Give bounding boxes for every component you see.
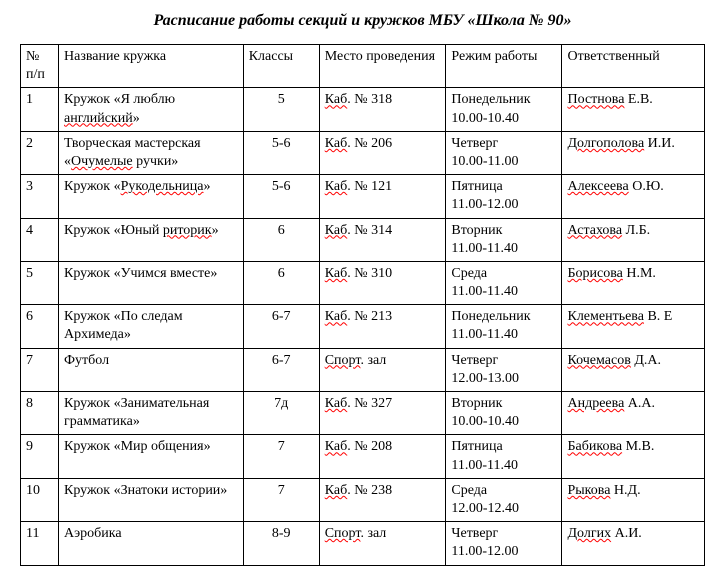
cell-classes: 6 — [243, 218, 319, 261]
cell-num: 8 — [21, 392, 59, 435]
cell-place: Каб. № 213 — [319, 305, 446, 348]
cell-place: Каб. № 238 — [319, 478, 446, 521]
cell-responsible: Клементьева В. Е — [562, 305, 705, 348]
cell-responsible: Борисова Н.М. — [562, 261, 705, 304]
cell-classes: 5-6 — [243, 131, 319, 174]
page-title: Расписание работы секций и кружков МБУ «… — [20, 12, 705, 30]
cell-schedule: Четверг12.00-13.00 — [446, 348, 562, 391]
cell-place: Каб. № 208 — [319, 435, 446, 478]
cell-responsible: Алексеева О.Ю. — [562, 175, 705, 218]
table-row: 9Кружок «Мир общения»7Каб. № 208Пятница1… — [21, 435, 705, 478]
cell-place: Каб. № 314 — [319, 218, 446, 261]
header-schedule: Режим работы — [446, 45, 562, 88]
cell-schedule: Вторник10.00-10.40 — [446, 392, 562, 435]
cell-place: Каб. № 318 — [319, 88, 446, 131]
cell-num: 2 — [21, 131, 59, 174]
cell-responsible: Рыкова Н.Д. — [562, 478, 705, 521]
table-row: 5Кружок «Учимся вместе»6Каб. № 310Среда1… — [21, 261, 705, 304]
cell-responsible: Астахова Л.Б. — [562, 218, 705, 261]
cell-num: 7 — [21, 348, 59, 391]
cell-schedule: Понедельник10.00-10.40 — [446, 88, 562, 131]
cell-schedule: Среда12.00-12.40 — [446, 478, 562, 521]
cell-num: 9 — [21, 435, 59, 478]
cell-schedule: Вторник11.00-11.40 — [446, 218, 562, 261]
cell-schedule: Пятница11.00-12.00 — [446, 175, 562, 218]
cell-name: Кружок «Юный риторик» — [59, 218, 244, 261]
cell-name: Аэробика — [59, 522, 244, 565]
cell-place: Каб. № 327 — [319, 392, 446, 435]
cell-responsible: Бабикова М.В. — [562, 435, 705, 478]
table-row: 7Футбол6-7Спорт. залЧетверг12.00-13.00Ко… — [21, 348, 705, 391]
header-row: № п/п Название кружка Классы Место прове… — [21, 45, 705, 88]
cell-responsible: Долгих А.И. — [562, 522, 705, 565]
cell-name: Кружок «Знатоки истории» — [59, 478, 244, 521]
cell-num: 10 — [21, 478, 59, 521]
table-row: 3Кружок «Рукодельница»5-6Каб. № 121Пятни… — [21, 175, 705, 218]
cell-responsible: Постнова Е.В. — [562, 88, 705, 131]
cell-name: Кружок «Я люблю английский» — [59, 88, 244, 131]
cell-schedule: Четверг11.00-12.00 — [446, 522, 562, 565]
table-row: 11Аэробика8-9Спорт. залЧетверг11.00-12.0… — [21, 522, 705, 565]
cell-name: Кружок «По следам Архимеда» — [59, 305, 244, 348]
header-responsible: Ответственный — [562, 45, 705, 88]
cell-responsible: Кочемасов Д.А. — [562, 348, 705, 391]
cell-name: Творческая мастерская «Очумелые ручки» — [59, 131, 244, 174]
header-num: № п/п — [21, 45, 59, 88]
cell-num: 1 — [21, 88, 59, 131]
cell-num: 3 — [21, 175, 59, 218]
cell-num: 6 — [21, 305, 59, 348]
cell-place: Спорт. зал — [319, 348, 446, 391]
cell-num: 11 — [21, 522, 59, 565]
cell-name: Кружок «Рукодельница» — [59, 175, 244, 218]
schedule-table: № п/п Название кружка Классы Место прове… — [20, 44, 705, 566]
cell-name: Кружок «Занимательная грамматика» — [59, 392, 244, 435]
cell-classes: 5-6 — [243, 175, 319, 218]
cell-classes: 6-7 — [243, 305, 319, 348]
table-row: 8Кружок «Занимательная грамматика»7дКаб.… — [21, 392, 705, 435]
cell-classes: 7 — [243, 478, 319, 521]
cell-schedule: Среда11.00-11.40 — [446, 261, 562, 304]
cell-place: Спорт. зал — [319, 522, 446, 565]
cell-responsible: Андреева А.А. — [562, 392, 705, 435]
cell-schedule: Понедельник11.00-11.40 — [446, 305, 562, 348]
cell-num: 5 — [21, 261, 59, 304]
table-row: 4Кружок «Юный риторик»6Каб. № 314Вторник… — [21, 218, 705, 261]
cell-classes: 6 — [243, 261, 319, 304]
cell-name: Кружок «Мир общения» — [59, 435, 244, 478]
header-name: Название кружка — [59, 45, 244, 88]
cell-schedule: Пятница11.00-11.40 — [446, 435, 562, 478]
table-row: 10Кружок «Знатоки истории»7Каб. № 238Сре… — [21, 478, 705, 521]
table-row: 6Кружок «По следам Архимеда»6-7Каб. № 21… — [21, 305, 705, 348]
cell-classes: 7д — [243, 392, 319, 435]
header-classes: Классы — [243, 45, 319, 88]
cell-schedule: Четверг10.00-11.00 — [446, 131, 562, 174]
cell-responsible: Долгополова И.И. — [562, 131, 705, 174]
cell-classes: 6-7 — [243, 348, 319, 391]
cell-place: Каб. № 206 — [319, 131, 446, 174]
cell-name: Кружок «Учимся вместе» — [59, 261, 244, 304]
cell-place: Каб. № 310 — [319, 261, 446, 304]
cell-num: 4 — [21, 218, 59, 261]
cell-classes: 8-9 — [243, 522, 319, 565]
table-row: 1Кружок «Я люблю английский»5Каб. № 318П… — [21, 88, 705, 131]
cell-classes: 7 — [243, 435, 319, 478]
table-row: 2Творческая мастерская «Очумелые ручки»5… — [21, 131, 705, 174]
header-place: Место проведения — [319, 45, 446, 88]
cell-name: Футбол — [59, 348, 244, 391]
cell-place: Каб. № 121 — [319, 175, 446, 218]
cell-classes: 5 — [243, 88, 319, 131]
